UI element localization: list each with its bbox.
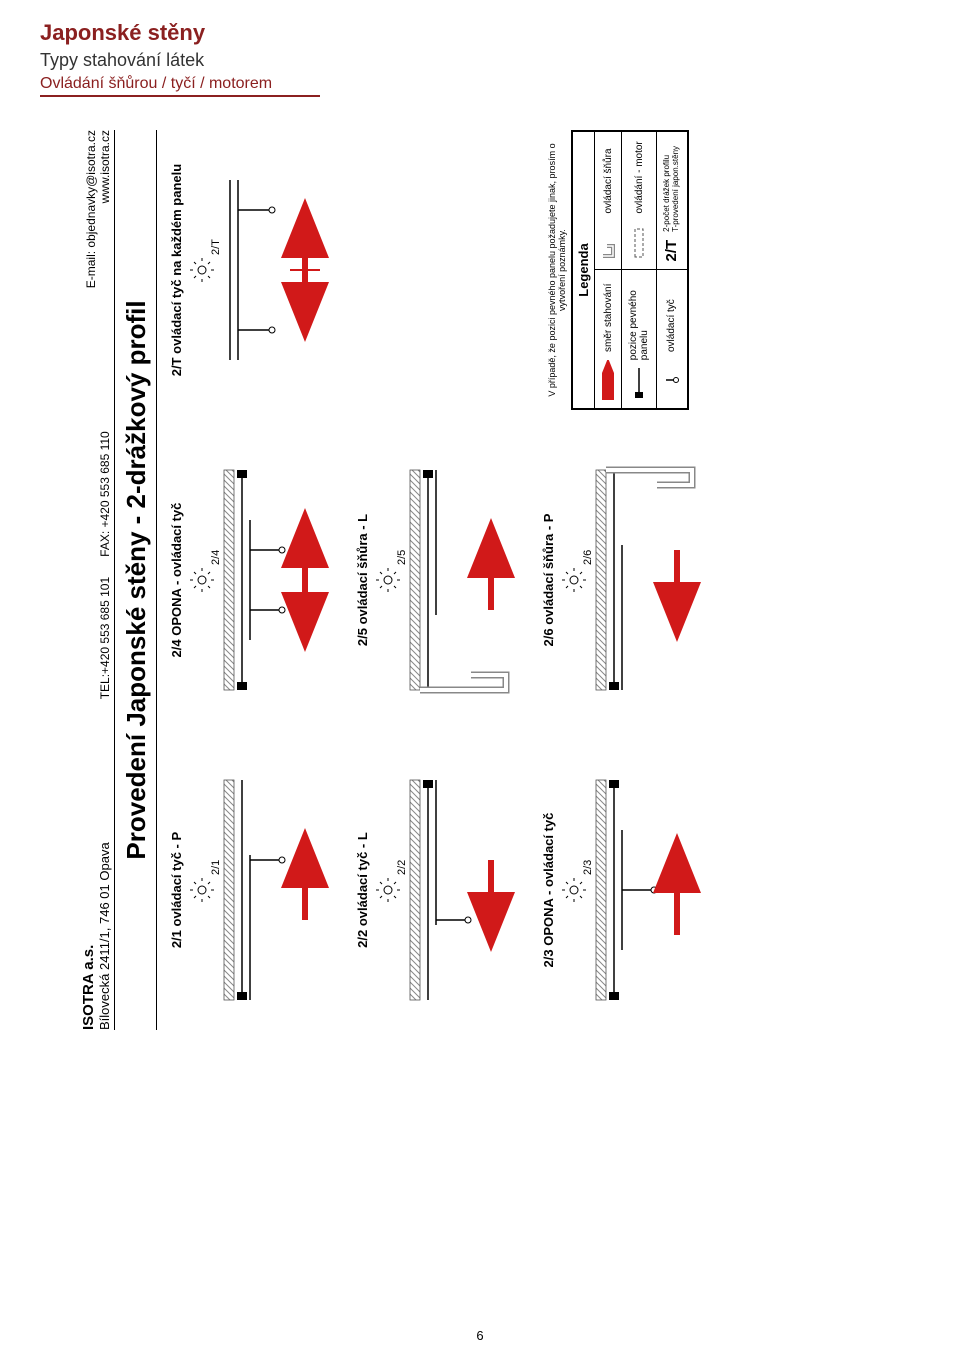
- company-mid: TEL:+420 553 685 101 FAX: +420 553 685 1…: [98, 431, 112, 699]
- page-number: 6: [476, 1328, 483, 1343]
- diagram-2-5: 2/5 ovládací šňůra - L 2/5: [355, 440, 531, 720]
- company-email: E-mail: objednavky@isotra.cz: [84, 130, 98, 288]
- diagram-svg: 2/2: [376, 750, 526, 1030]
- diagram-2-3: 2/3 OPONA - ovládací tyč 2/3: [541, 750, 717, 1030]
- diagram-title: 2/6 ovládací šňůra - P: [541, 440, 556, 720]
- diagram-svg: 2/4: [190, 440, 340, 720]
- legend-direction: směr stahování: [595, 270, 621, 409]
- company-web: www.isotra.cz: [98, 130, 112, 203]
- main-divider: [156, 130, 157, 1030]
- header-subtitle-2: Ovládání šňůrou / tyčí / motorem: [40, 75, 920, 93]
- company-left: ISOTRA a.s. Bílovecká 2411/1, 746 01 Opa…: [80, 842, 112, 1030]
- diagram-2-4: 2/4 OPONA - ovládací tyč 2/4: [169, 440, 345, 720]
- header-underline: [40, 95, 320, 97]
- page-header: Japonské stěny Typy stahování látek Ovlá…: [40, 20, 920, 97]
- diagram-title: 2/5 ovládací šňůra - L: [355, 440, 370, 720]
- legend-note: V případě, že pozici pevného panelu poža…: [547, 130, 567, 410]
- diagram-label: 2/6: [582, 550, 594, 565]
- sun-icon: [562, 878, 586, 902]
- diagram-label: 2/T: [210, 239, 222, 255]
- empty-cell: [355, 130, 531, 410]
- company-tel: TEL:+420 553 685 101: [98, 577, 112, 699]
- diagram-title: 2/T ovládací tyč na každém panelu: [169, 130, 184, 410]
- legend-code: 2/T 2-počet drážek profilu T-provedení j…: [657, 132, 687, 270]
- diagram-title: 2/1 ovládací tyč - P: [169, 750, 184, 1030]
- company-right: E-mail: objednavky@isotra.cz www.isotra.…: [84, 130, 112, 288]
- diagram-label: 2/1: [210, 860, 222, 875]
- diagram-label: 2/5: [396, 550, 408, 565]
- company-row: ISOTRA a.s. Bílovecká 2411/1, 746 01 Opa…: [80, 130, 115, 1030]
- header-title: Japonské stěny: [40, 20, 920, 46]
- diagram-label: 2/3: [582, 860, 594, 875]
- sun-icon: [190, 568, 214, 592]
- sun-icon: [376, 878, 400, 902]
- diagram-title: 2/4 OPONA - ovládací tyč: [169, 440, 184, 720]
- diagram-svg: 2/5: [376, 440, 526, 720]
- diagram-title: 2/3 OPONA - ovládací tyč: [541, 750, 556, 1030]
- rotated-sheet: ISOTRA a.s. Bílovecká 2411/1, 746 01 Opa…: [80, 130, 900, 1030]
- header-subtitle-1: Typy stahování látek: [40, 50, 920, 71]
- sun-icon: [190, 258, 214, 282]
- legend-title: Legenda: [573, 132, 595, 408]
- legend-motor: ovládání - motor: [622, 132, 656, 270]
- company-address: Bílovecká 2411/1, 746 01 Opava: [97, 842, 112, 1030]
- legend-box: Legenda směr stahování ovládací šňůra po…: [571, 130, 689, 410]
- diagram-title: 2/2 ovládací tyč - L: [355, 750, 370, 1030]
- company-name: ISOTRA a.s.: [80, 945, 97, 1030]
- diagram-svg: 2/3: [562, 750, 712, 1030]
- legend-container: V případě, že pozici pevného panelu poža…: [541, 130, 717, 410]
- diagram-svg: 2/T: [190, 130, 340, 410]
- diagram-svg: 2/6: [562, 440, 712, 720]
- sun-icon: [190, 878, 214, 902]
- legend-wand: ovládací tyč: [657, 270, 687, 409]
- diagram-2-1: 2/1 ovládací tyč - P 2/1: [169, 750, 345, 1030]
- legend-cord: ovládací šňůra: [595, 132, 621, 270]
- legend-fixed: pozice pevného panelu: [622, 270, 656, 409]
- main-title: Provedení Japonské stěny - 2-drážkový pr…: [121, 130, 152, 1030]
- diagram-svg: 2/1: [190, 750, 340, 1030]
- diagram-label: 2/2: [396, 860, 408, 875]
- company-fax: FAX: +420 553 685 110: [98, 431, 112, 557]
- sun-icon: [562, 568, 586, 592]
- diagram-2-6: 2/6 ovládací šňůra - P 2/6: [541, 440, 717, 720]
- diagram-2-t: 2/T ovládací tyč na každém panelu 2/T: [169, 130, 345, 410]
- diagram-grid: 2/1 ovládací tyč - P 2/1 2/4 OPONA: [169, 130, 717, 1030]
- sun-icon: [376, 568, 400, 592]
- diagram-2-2: 2/2 ovládací tyč - L 2/2: [355, 750, 531, 1030]
- diagram-label: 2/4: [210, 550, 222, 565]
